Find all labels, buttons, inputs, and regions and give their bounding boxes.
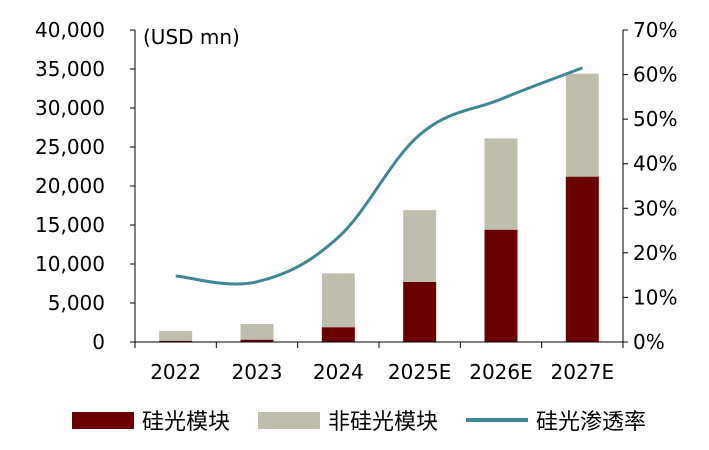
legend-label-penetration: 硅光渗透率 [536,410,647,435]
bar-silicon-2027E [565,176,599,342]
unit-label: (USD mn) [143,25,240,49]
legend-line-penetration [466,418,528,422]
x-tick-label: 2026E [469,360,533,384]
y-left-tick-label: 40,000 [35,18,105,42]
legend-swatch-silicon [72,411,134,429]
chart: 0 5,000 10,000 15,000 20,000 25,000 30,000 35,0… [35,18,677,384]
y-left-tick-label: 10,000 [35,252,105,276]
x-tick-label: 2027E [551,360,615,384]
legend-label-silicon: 硅光模块 [142,410,231,435]
y-right-tick-label: 40% [633,152,677,176]
y-right-tick-label: 70% [633,18,677,42]
bar-silicon-2026E [484,229,518,342]
line-layer [175,66,583,286]
x-tick-label: 2024 [313,360,364,384]
bar-non-silicon-2024 [321,273,355,328]
bars-layer [159,73,599,342]
y-left-tick-label: 25,000 [35,135,105,159]
legend-swatch-non-silicon [258,411,320,429]
legend-label-non-silicon: 非硅光模块 [328,410,439,435]
legend: 硅光模块 非硅光模块 硅光渗透率 [0,400,709,440]
x-tick-label: 2025E [388,360,452,384]
legend-item-penetration: 硅光渗透率 [466,400,646,440]
x-tick-label: 2022 [150,360,201,384]
bar-non-silicon-2023 [240,324,274,340]
y-right-tick-label: 60% [633,63,677,87]
axes-layer: 0 5,000 10,000 15,000 20,000 25,000 30,000 35,0… [35,18,677,384]
x-tick-label: 2023 [232,360,283,384]
bar-non-silicon-2022 [159,331,193,341]
bar-non-silicon-2025E [403,210,437,282]
legend-item-non-silicon: 非硅光模块 [258,400,438,440]
penetration-line [175,66,583,286]
y-right-tick-label: 30% [633,196,677,220]
bar-silicon-2023 [240,339,274,342]
y-left-tick-label: 20,000 [35,174,105,198]
bar-silicon-2024 [321,327,355,342]
bar-silicon-2025E [403,281,437,342]
y-left-tick-label: 5,000 [48,291,105,315]
legend-item-silicon: 硅光模块 [72,400,230,440]
y-right-tick-label: 50% [633,107,677,131]
y-left-tick-label: 30,000 [35,96,105,120]
y-left-tick-label: 0 [92,330,105,354]
y-right-tick-label: 20% [633,241,677,265]
y-right-tick-label: 10% [633,285,677,309]
bar-non-silicon-2027E [565,73,599,177]
y-right-tick-label: 0% [633,330,665,354]
bar-non-silicon-2026E [484,138,518,230]
y-left-tick-label: 35,000 [35,57,105,81]
bar-silicon-2022 [159,340,193,342]
y-left-tick-label: 15,000 [35,213,105,237]
